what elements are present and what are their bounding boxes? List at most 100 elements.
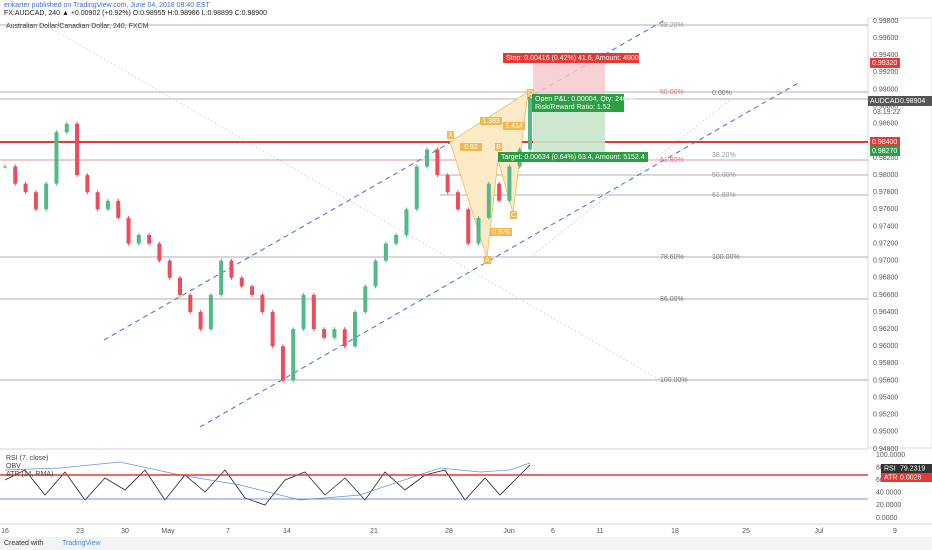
rsi-value: 79.2319 xyxy=(900,465,925,472)
time-tick: 9 xyxy=(893,528,897,535)
candle xyxy=(394,235,399,244)
candle xyxy=(455,192,460,210)
candle xyxy=(353,312,357,347)
price-tick: 0.96600 xyxy=(873,292,898,299)
stop-tag: 0.99320 xyxy=(872,60,897,67)
price-tick: 0.97600 xyxy=(873,206,898,213)
time-tick: Jul xyxy=(815,528,824,535)
time-tick: 16 xyxy=(1,528,9,535)
target-tag: 0.98270 xyxy=(872,148,897,155)
candle xyxy=(322,329,327,338)
candle xyxy=(414,166,419,210)
channel xyxy=(103,19,801,428)
candle xyxy=(476,217,481,244)
candle xyxy=(435,149,440,176)
fib-label: 78.60% xyxy=(660,254,684,261)
time-tick: 7 xyxy=(226,528,230,535)
price-tick: 0.97400 xyxy=(873,223,898,230)
time-tick: 18 xyxy=(671,528,679,535)
time-tick: 28 xyxy=(445,528,453,535)
candle xyxy=(64,123,69,133)
last-price: 0.98904 xyxy=(900,98,925,105)
candle xyxy=(75,123,80,176)
footer-brand: TradingView xyxy=(62,540,101,547)
candle xyxy=(178,277,182,295)
stop-tag-bg xyxy=(870,58,900,68)
pattern-ratio: 1.414 xyxy=(505,123,523,130)
target-label: Target: 0.00634 (0.64%) 63.4, Amount: 51… xyxy=(501,154,645,161)
candle xyxy=(188,294,193,313)
fib-label: 38.20% xyxy=(712,152,736,159)
rsi-tag-bg xyxy=(881,464,932,473)
candle xyxy=(404,209,409,235)
candle xyxy=(136,235,141,244)
price-tick: 0.96200 xyxy=(873,326,898,333)
time-tick: Jun xyxy=(503,528,514,535)
pattern-ratio: 0.92 xyxy=(464,144,478,151)
pattern-point-bg xyxy=(495,143,502,151)
fib-label: 50.00% xyxy=(660,89,684,96)
harmonic-pattern xyxy=(449,91,529,259)
candle xyxy=(445,175,450,193)
price-tick: 0.98600 xyxy=(873,121,898,128)
price-axis xyxy=(867,17,932,449)
indicator-tick: 40.0000 xyxy=(876,490,901,497)
candle xyxy=(260,294,265,313)
candle xyxy=(425,149,430,167)
indicator-tick: 100.0000 xyxy=(876,452,905,459)
atr-tag: ATR xyxy=(884,474,897,481)
candle xyxy=(147,235,152,244)
candle xyxy=(507,166,512,201)
price-tick: 0.99200 xyxy=(873,69,898,76)
pattern-point: D xyxy=(528,90,533,97)
price-tick: 0.96400 xyxy=(873,309,898,316)
pattern-point: X xyxy=(448,132,453,139)
time-tick: 6 xyxy=(551,528,555,535)
pattern-point-bg xyxy=(527,89,534,97)
atr-value: 0.0028 xyxy=(900,474,922,481)
candle xyxy=(95,192,100,210)
fib-label: 38.20% xyxy=(660,22,684,29)
price-tick: 0.98000 xyxy=(873,172,898,179)
candle xyxy=(157,243,162,261)
time-tick: 11 xyxy=(596,528,603,535)
rsi-title: RSI (7, close) xyxy=(6,455,48,462)
candles xyxy=(3,96,532,383)
rsi-line xyxy=(4,464,531,506)
symbol-tag-bg xyxy=(868,96,932,106)
price-tick: 0.99000 xyxy=(873,86,898,93)
price-tick: 0.96000 xyxy=(873,343,898,350)
pattern-ratio: 1.383 xyxy=(482,118,500,125)
candle xyxy=(311,294,316,330)
fib-label: 100.00% xyxy=(660,377,688,384)
obv-title: OBV xyxy=(6,463,21,470)
price-tick: 0.95800 xyxy=(873,360,898,367)
price-tick: 0.97200 xyxy=(873,240,898,247)
risk-reward: Risk/Reward Ratio: 1.52 xyxy=(535,104,611,111)
stop-label-bg xyxy=(503,53,639,63)
price-tick: 0.99400 xyxy=(873,52,898,59)
pattern-point: C xyxy=(511,212,516,219)
rsi-tag: RSI xyxy=(884,465,896,472)
candle xyxy=(280,346,285,381)
price-tick: 0.98200 xyxy=(873,155,898,162)
risk-reward-bg xyxy=(532,102,624,112)
candle xyxy=(167,260,172,278)
obv-line xyxy=(4,461,531,501)
price-tick: 0.95600 xyxy=(873,377,898,384)
fib-label: 86.00% xyxy=(660,296,684,303)
candle xyxy=(497,183,502,201)
publisher: erikarter published on TradingView.com, … xyxy=(4,2,210,9)
stop-zone xyxy=(533,57,605,100)
pattern-point: B xyxy=(496,144,501,151)
candle xyxy=(342,329,347,347)
candle xyxy=(198,312,203,330)
candle xyxy=(301,294,306,330)
time-tick: 25 xyxy=(742,528,750,535)
candle xyxy=(363,286,368,313)
pattern-ratio-bg xyxy=(460,143,482,151)
level-tag: 0.98400 xyxy=(872,139,897,146)
time-tick: 21 xyxy=(370,528,378,535)
